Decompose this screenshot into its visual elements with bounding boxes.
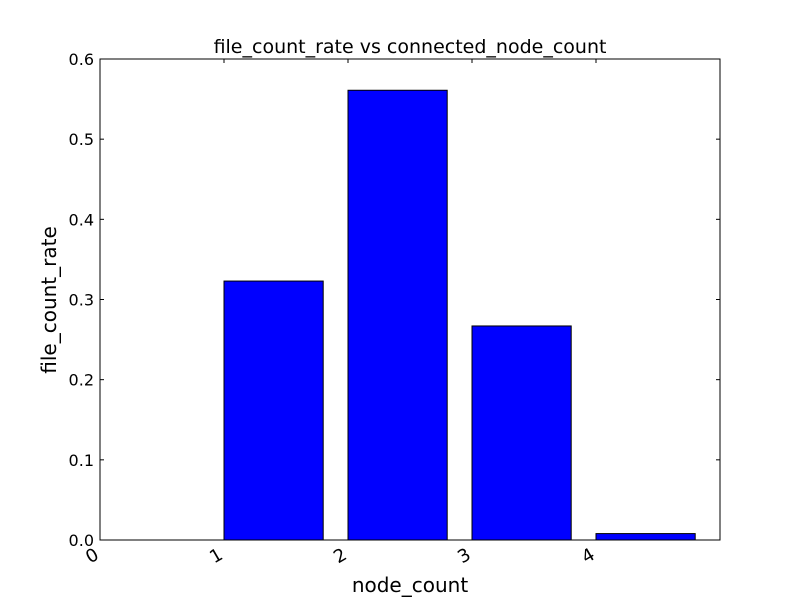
y-axis: 0.0 0.1 0.2 0.3 0.4 0.5 0.6 [69, 50, 720, 550]
y-tick-label: 0.3 [69, 291, 94, 310]
bar-3 [471, 325, 572, 541]
y-tick-label: 0.2 [69, 371, 94, 390]
bar-4 [595, 533, 696, 541]
bar-2 [347, 89, 448, 541]
bars-group [223, 89, 696, 541]
y-tick-label: 0.4 [69, 210, 94, 229]
chart-title: file_count_rate vs connected_node_count [214, 36, 607, 58]
y-tick-label: 0.0 [69, 531, 94, 550]
y-axis-label: file_count_rate [37, 226, 61, 374]
bar-1 [223, 280, 324, 541]
y-tick-label: 0.5 [69, 130, 94, 149]
y-tick-label: 0.1 [69, 451, 94, 470]
x-axis-label: node_count [352, 573, 468, 597]
y-tick-label: 0.6 [69, 50, 94, 69]
plot-frame [99, 58, 721, 541]
